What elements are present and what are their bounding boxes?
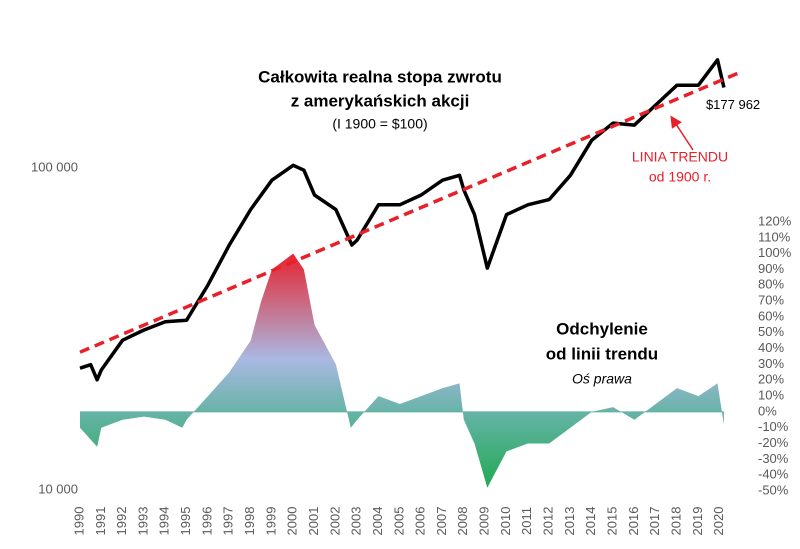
x-tick-label: 2007	[434, 507, 449, 536]
y2-tick-label: 110%	[758, 229, 791, 244]
y2-tick-label: 50%	[758, 324, 784, 339]
annotation: od linii trendu	[546, 344, 658, 363]
y2-tick-label: 100%	[758, 245, 792, 260]
y2-tick-label: 0%	[758, 403, 777, 418]
series-line	[79, 58, 726, 382]
x-tick-label: 2006	[413, 507, 428, 536]
x-tick-label: 1999	[263, 507, 278, 536]
annotation: Oś prawa	[572, 371, 632, 387]
x-tick-label: 1994	[157, 507, 172, 536]
x-tick-label: 2015	[605, 507, 620, 536]
x-tick-label: 2020	[711, 507, 726, 536]
y2-tick-label: 30%	[758, 356, 784, 371]
x-tick-label: 1998	[242, 507, 257, 536]
x-tick-label: 2009	[477, 507, 492, 536]
chart-subtitle: (I 1900 = $100)	[332, 116, 427, 132]
x-tick-label: 1991	[93, 507, 108, 536]
x-tick-label: 2013	[562, 507, 577, 536]
x-tick-label: 2003	[349, 507, 364, 536]
y2-tick-label: 40%	[758, 340, 784, 355]
y-tick-label: 10 000	[38, 481, 78, 496]
x-tick-label: 2019	[690, 507, 705, 536]
y2-tick-label: -20%	[758, 435, 789, 450]
x-tick-label: 2005	[391, 507, 406, 536]
trend-line	[79, 70, 742, 354]
x-tick-label: 2018	[668, 507, 683, 536]
x-tick-label: 2008	[455, 507, 470, 536]
x-tick-label: 2002	[327, 507, 342, 536]
x-tick-label: 1995	[178, 507, 193, 536]
y-tick-label: 100 000	[31, 160, 78, 175]
x-tick-label: 2014	[583, 507, 598, 536]
chart-title: Całkowita realna stopa zwrotu	[258, 67, 502, 86]
x-tick-label: 2004	[370, 507, 385, 536]
y2-tick-label: 120%	[758, 213, 792, 228]
x-tick-label: 1990	[71, 507, 86, 536]
x-tick-label: 2000	[285, 507, 300, 536]
x-tick-label: 2016	[626, 507, 641, 536]
arrow	[670, 115, 694, 151]
x-tick-label: 1992	[114, 507, 129, 536]
x-tick-label: 2001	[306, 507, 321, 536]
y2-tick-label: 90%	[758, 261, 784, 276]
y2-tick-label: -40%	[758, 467, 789, 482]
y2-tick-label: 60%	[758, 308, 784, 323]
x-tick-label: 1993	[135, 507, 150, 536]
y2-tick-label: 70%	[758, 293, 784, 308]
deviation-area	[80, 253, 724, 488]
y2-tick-label: 10%	[758, 387, 784, 402]
y2-tick-label: 80%	[758, 277, 784, 292]
annotation: LINIA TRENDU	[632, 149, 728, 165]
y2-tick-label: 20%	[758, 372, 784, 387]
annotation: Odchylenie	[556, 319, 648, 338]
x-tick-label: 2010	[498, 507, 513, 536]
y2-tick-label: -30%	[758, 451, 789, 466]
x-tick-label: 1996	[199, 507, 214, 536]
annotation: od 1900 r.	[649, 169, 711, 185]
chart-title: z amerykańskich akcji	[291, 91, 470, 110]
x-tick-label: 2012	[541, 507, 556, 536]
value-label: $177 962	[706, 97, 760, 112]
x-tick-label: 1997	[221, 507, 236, 536]
y2-tick-label: -50%	[758, 482, 789, 497]
x-tick-label: 2011	[519, 507, 534, 535]
x-tick-label: 2017	[647, 507, 662, 536]
y2-tick-label: -10%	[758, 419, 789, 434]
